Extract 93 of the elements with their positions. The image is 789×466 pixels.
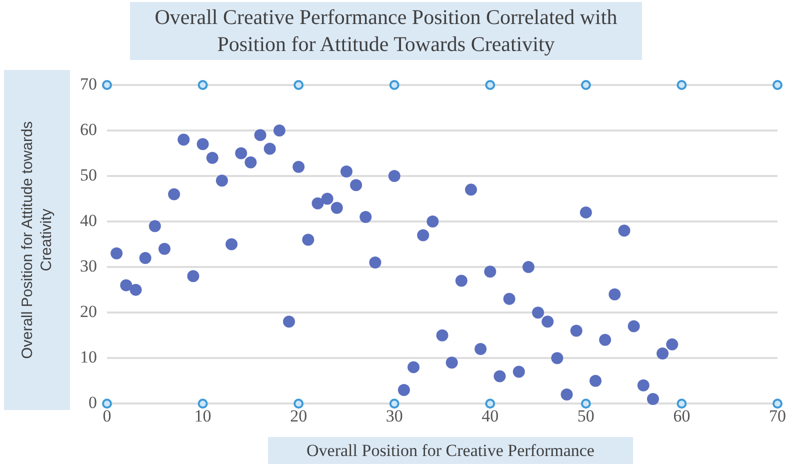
point bbox=[321, 192, 334, 205]
point bbox=[512, 366, 525, 378]
point bbox=[484, 266, 496, 278]
point bbox=[676, 398, 687, 409]
point bbox=[503, 292, 516, 305]
point bbox=[666, 338, 678, 350]
point bbox=[676, 80, 687, 90]
point bbox=[590, 374, 602, 387]
point bbox=[388, 170, 400, 182]
point bbox=[599, 334, 612, 346]
point bbox=[408, 361, 420, 374]
point bbox=[637, 379, 650, 392]
x-tick-label: 70 bbox=[769, 406, 786, 426]
point bbox=[130, 284, 142, 296]
point bbox=[646, 393, 659, 406]
point bbox=[282, 316, 295, 328]
y-tick-label: 10 bbox=[80, 348, 97, 367]
point bbox=[187, 270, 200, 282]
point bbox=[120, 279, 132, 292]
point bbox=[560, 388, 573, 400]
point bbox=[206, 152, 218, 164]
point bbox=[464, 184, 477, 196]
point bbox=[570, 324, 582, 337]
y-tick-label: 20 bbox=[80, 302, 97, 322]
x-tick-label: 50 bbox=[577, 406, 594, 426]
y-axis-title: Overall Position for Attitude towards Creativity bbox=[18, 120, 56, 361]
point bbox=[772, 398, 782, 409]
point bbox=[292, 160, 305, 173]
point bbox=[254, 129, 266, 142]
point bbox=[139, 252, 152, 264]
point bbox=[532, 306, 544, 319]
point bbox=[436, 329, 448, 342]
x-tick-label: 0 bbox=[102, 406, 112, 426]
point bbox=[389, 398, 400, 409]
y-tick-label: 50 bbox=[80, 165, 97, 184]
point bbox=[494, 370, 506, 382]
point bbox=[244, 156, 257, 168]
point bbox=[551, 352, 564, 364]
point bbox=[178, 134, 190, 146]
y-tick-label: 70 bbox=[80, 74, 97, 94]
point bbox=[294, 398, 304, 409]
point bbox=[110, 247, 123, 260]
point bbox=[148, 220, 161, 232]
point bbox=[446, 356, 458, 369]
point bbox=[426, 216, 439, 228]
y-tick-label: 40 bbox=[80, 211, 97, 230]
point bbox=[340, 165, 352, 178]
y-tick-label: 60 bbox=[80, 120, 97, 139]
point bbox=[264, 142, 276, 155]
point bbox=[216, 174, 228, 187]
y-tick-label: 0 bbox=[88, 393, 97, 412]
point bbox=[369, 256, 382, 269]
point bbox=[198, 398, 208, 409]
x-tick-label: 20 bbox=[290, 406, 308, 426]
point bbox=[417, 229, 430, 242]
point bbox=[608, 288, 621, 300]
x-tick-label: 60 bbox=[673, 406, 690, 426]
point bbox=[360, 210, 372, 223]
point bbox=[158, 242, 170, 255]
x-tick-label: 10 bbox=[194, 406, 212, 426]
point bbox=[294, 80, 304, 90]
point bbox=[485, 80, 496, 90]
point bbox=[350, 179, 362, 192]
point bbox=[628, 320, 640, 332]
point bbox=[580, 398, 591, 409]
point bbox=[273, 124, 286, 137]
point bbox=[485, 398, 496, 409]
x-axis-title: Overall Position for Creative Performance bbox=[268, 437, 633, 464]
point bbox=[196, 138, 209, 150]
point bbox=[542, 316, 554, 328]
point bbox=[389, 80, 400, 90]
point bbox=[580, 80, 591, 90]
point bbox=[455, 274, 468, 287]
point bbox=[312, 197, 324, 210]
point bbox=[102, 80, 112, 90]
x-tick-label: 30 bbox=[386, 406, 403, 426]
point bbox=[330, 202, 343, 214]
point bbox=[235, 147, 248, 160]
y-tick-label: 30 bbox=[80, 256, 97, 276]
x-tick-label: 40 bbox=[482, 406, 499, 426]
point bbox=[198, 80, 208, 90]
point bbox=[302, 234, 314, 246]
point bbox=[656, 348, 669, 360]
point bbox=[618, 224, 630, 237]
point bbox=[102, 398, 112, 409]
point bbox=[522, 261, 534, 274]
point bbox=[474, 342, 487, 355]
chart-title: Overall Creative Performance Position Correlated with Position for Attitude Towards Creativity bbox=[130, 2, 642, 60]
point bbox=[398, 384, 410, 396]
point bbox=[580, 206, 592, 218]
point bbox=[168, 188, 180, 200]
point bbox=[226, 238, 238, 250]
point bbox=[772, 80, 782, 90]
